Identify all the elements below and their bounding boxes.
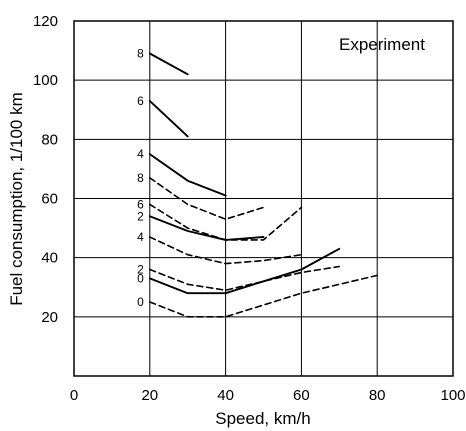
solid-series-line-4: [148, 153, 227, 197]
dashed-series-line-0: [149, 274, 379, 318]
series-label-6: 6: [137, 197, 144, 211]
series-label-4: 4: [137, 230, 144, 244]
plot-frame: [73, 20, 454, 377]
y-axis-label: Fuel consumption, 1/100 km: [7, 92, 26, 306]
solid-series-line-6: [148, 99, 189, 138]
x-tick-label: 0: [70, 387, 78, 404]
y-tick-label: 20: [41, 309, 58, 326]
series-lines: [148, 52, 379, 318]
grid: [74, 21, 453, 376]
x-tick-label: 40: [217, 387, 234, 404]
y-tick-label: 100: [33, 72, 58, 89]
y-tick-label: 40: [41, 250, 58, 267]
y-tick-label: 120: [33, 13, 58, 30]
solid-series-line-8: [148, 52, 189, 76]
y-tick-label: 60: [41, 191, 58, 208]
series-label-8: 8: [137, 171, 144, 185]
x-tick-label: 100: [440, 387, 465, 404]
series-label-2: 2: [137, 263, 144, 277]
x-tick-label: 20: [141, 387, 158, 404]
series-label-2: 2: [137, 209, 144, 223]
series-label-0: 0: [137, 295, 144, 309]
dashed-series-line-2: [149, 265, 341, 292]
solid-series-line-0: [148, 247, 341, 295]
experiment-annotation: Experiment: [339, 35, 425, 54]
dashed-series-line-6: [149, 203, 303, 241]
series-label-0: 0: [137, 271, 144, 285]
dashed-series-line-8: [149, 177, 265, 220]
x-axis-label: Speed, km/h: [215, 409, 310, 428]
series-label-6: 6: [137, 94, 144, 108]
x-tick-label: 80: [369, 387, 386, 404]
series-label-4: 4: [137, 147, 144, 161]
x-tick-label: 60: [293, 387, 310, 404]
series-label-8: 8: [137, 47, 144, 61]
y-tick-label: 80: [41, 131, 58, 148]
dashed-series-line-4: [149, 236, 303, 265]
solid-series-line-2: [148, 215, 265, 241]
